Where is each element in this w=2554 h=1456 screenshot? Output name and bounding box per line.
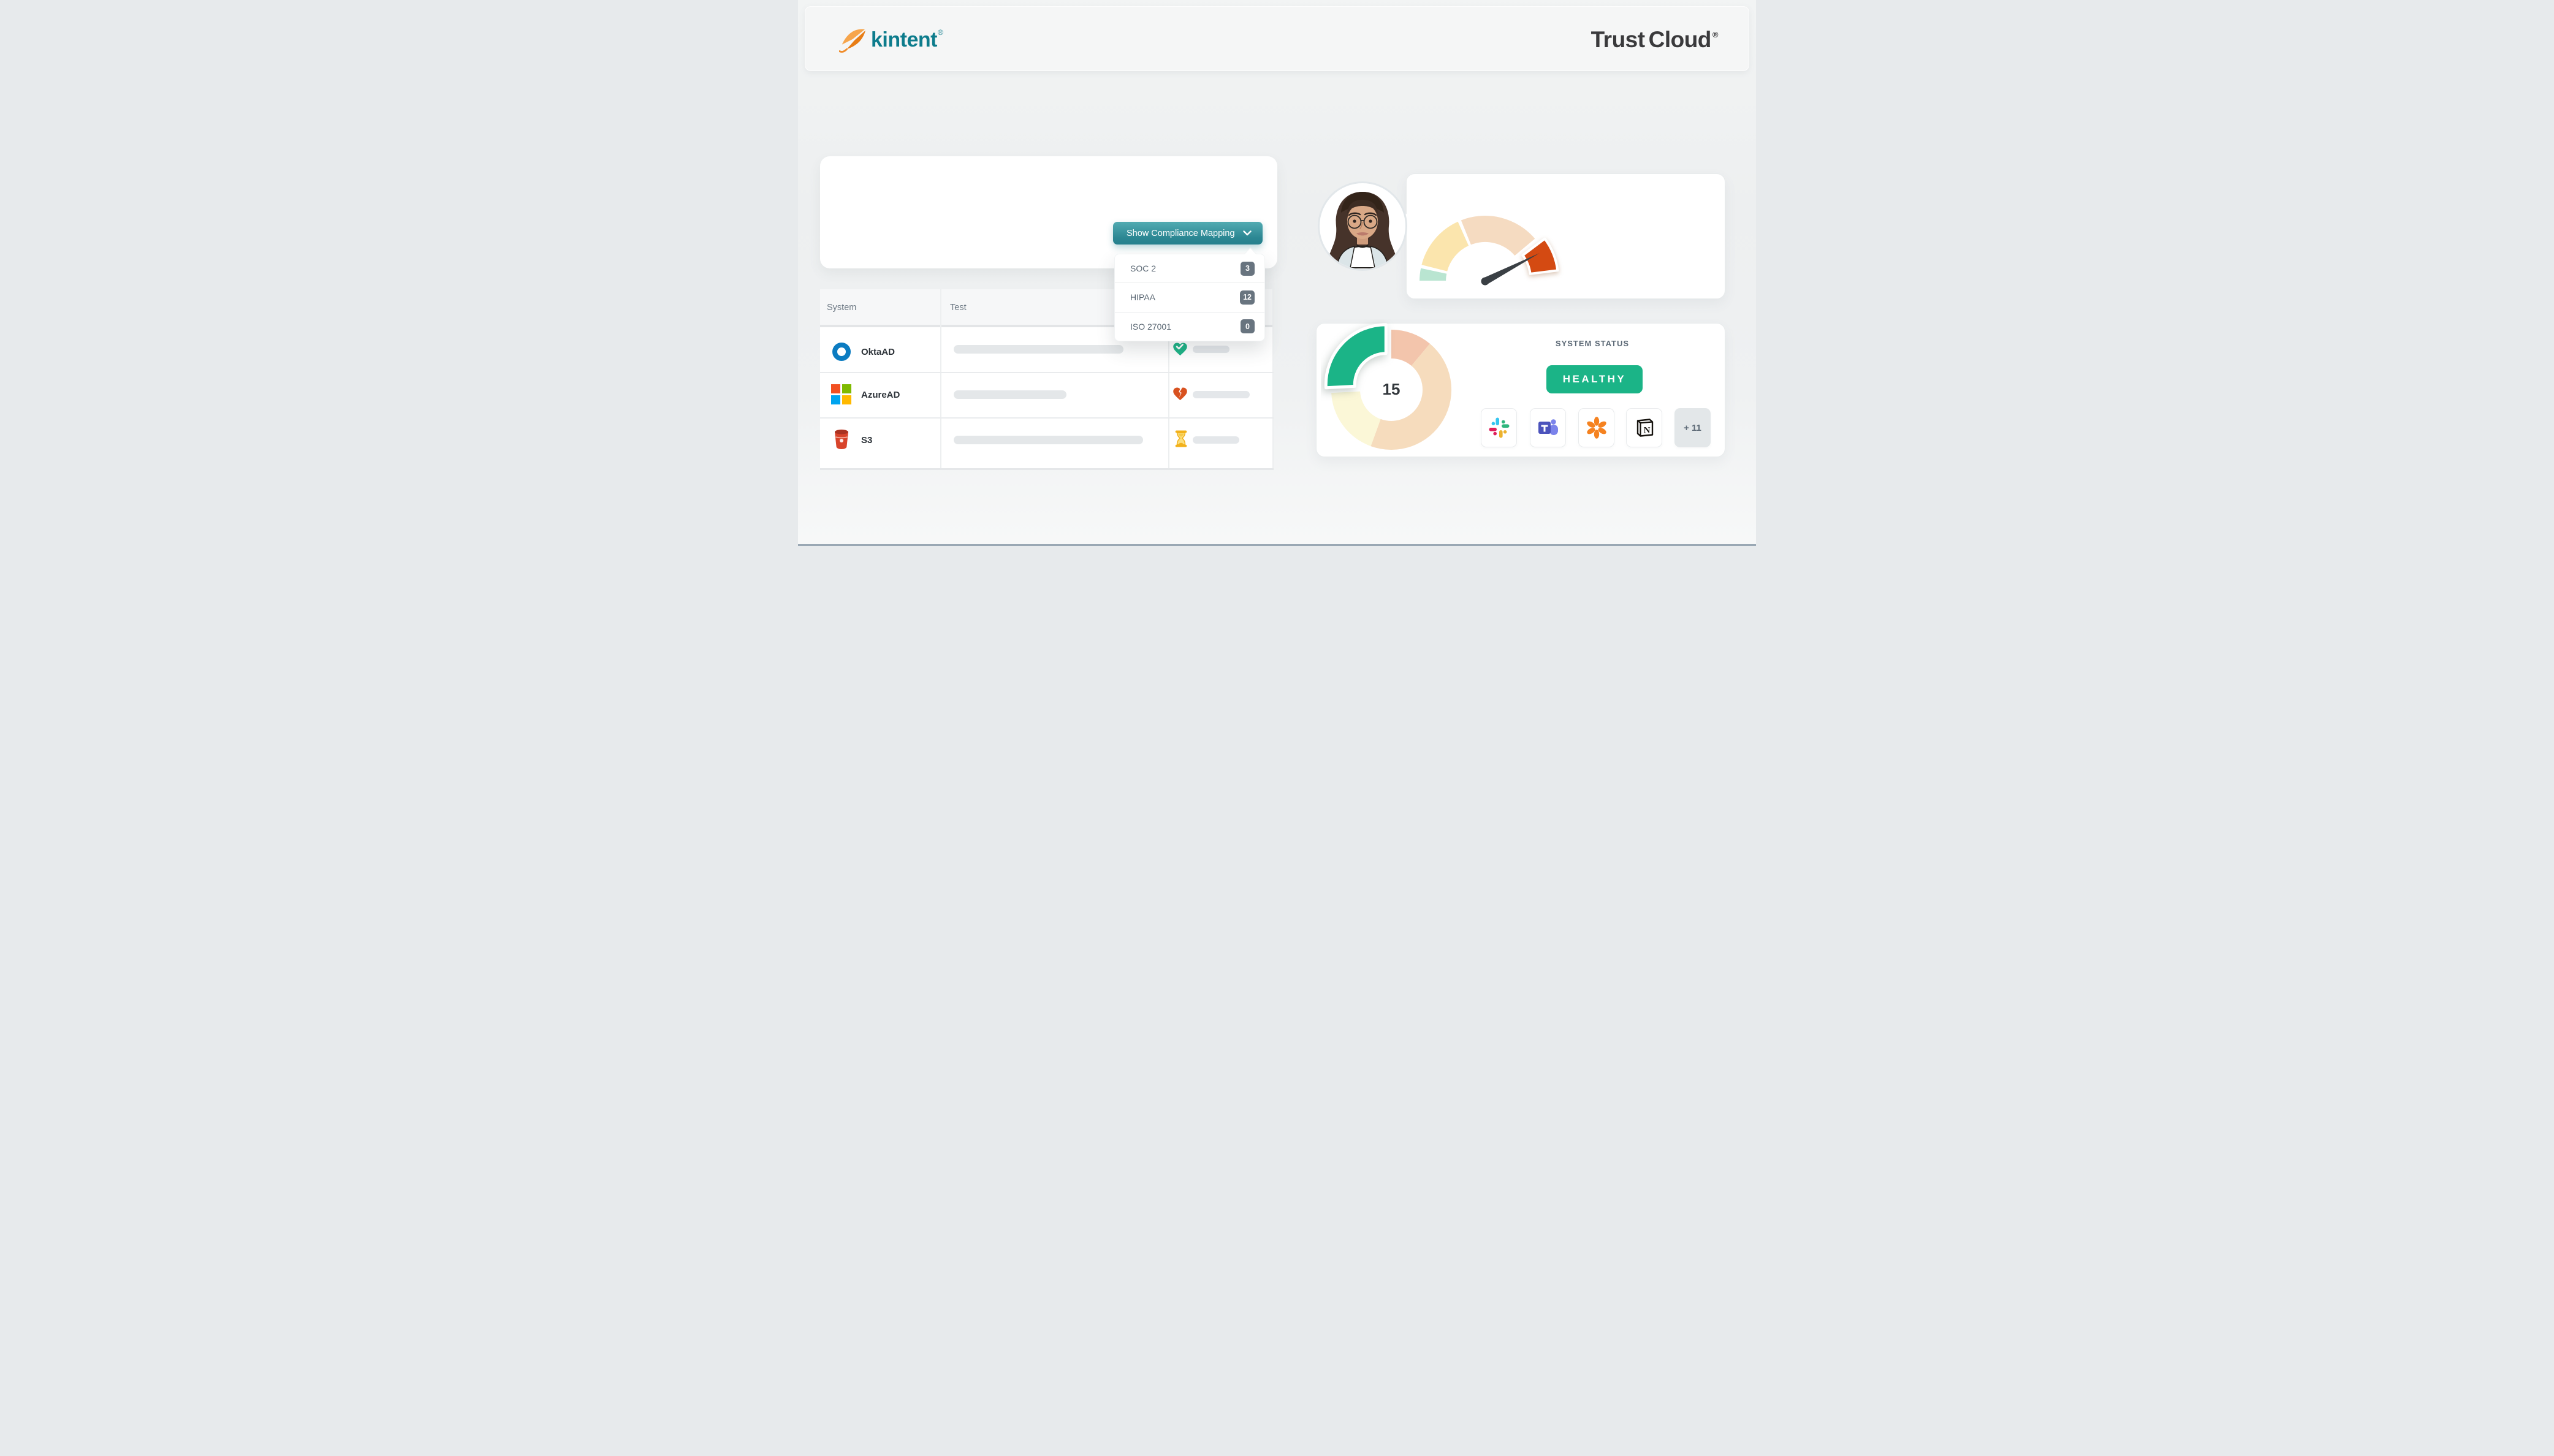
test-skeleton-bar xyxy=(954,436,1143,444)
access-control-card xyxy=(820,156,1277,268)
page-bottom-edge xyxy=(798,544,1756,546)
column-header-system: System xyxy=(827,303,857,313)
status-skeleton-bar xyxy=(1193,346,1229,353)
dropdown-item-label: ISO 27001 xyxy=(1130,321,1171,332)
dropdown-item-hipaa[interactable]: HIPAA 12 xyxy=(1115,282,1264,311)
compliance-dropdown: SOC 2 3 HIPAA 12 ISO 27001 0 xyxy=(1114,254,1265,341)
trustcloud-logo: Trust Cloud ® xyxy=(1591,27,1719,53)
product-registered-mark: ® xyxy=(1712,30,1719,39)
mapping-button-label: Show Compliance Mapping xyxy=(1127,228,1235,238)
more-integrations-tile[interactable]: + 11 xyxy=(1674,408,1711,447)
status-skeleton-bar xyxy=(1193,436,1239,444)
chevron-down-icon xyxy=(1243,230,1252,236)
table-header-divider xyxy=(820,325,1274,327)
broken-heart-icon xyxy=(1172,385,1188,401)
integration-tile-notion[interactable]: N xyxy=(1626,408,1662,447)
dropdown-item-label: SOC 2 xyxy=(1130,264,1157,274)
show-compliance-mapping-button[interactable]: Show Compliance Mapping xyxy=(1113,222,1263,245)
ms-square-yellow xyxy=(842,395,851,404)
systems-donut-chart xyxy=(1321,319,1462,460)
heart-check-icon xyxy=(1172,341,1188,357)
status-badge: HEALTHY xyxy=(1546,365,1643,393)
count-badge: 0 xyxy=(1241,319,1255,334)
count-badge: 3 xyxy=(1241,261,1255,276)
row-divider xyxy=(820,372,1274,373)
avatar xyxy=(1318,181,1407,271)
aws-s3-logo xyxy=(832,429,851,450)
spark-icon xyxy=(1586,417,1608,439)
system-name: S3 xyxy=(861,435,873,446)
avatar-illustration xyxy=(1329,192,1396,268)
ms-square-blue xyxy=(831,395,840,404)
okta-logo xyxy=(832,343,851,361)
brand-wordmark: kintent xyxy=(871,28,937,51)
notion-icon: N xyxy=(1633,417,1655,439)
system-status-label: SYSTEM STATUS xyxy=(1555,339,1630,348)
dropdown-item-iso27001[interactable]: ISO 27001 0 xyxy=(1115,311,1264,341)
microsoft-logo xyxy=(831,384,852,405)
dropdown-item-soc2[interactable]: SOC 2 3 xyxy=(1115,254,1264,282)
system-name: OktaAD xyxy=(861,347,895,357)
integration-tile-slack[interactable] xyxy=(1481,408,1517,447)
system-name: AzureAD xyxy=(861,390,900,400)
donut-center-value: 15 xyxy=(1382,380,1401,398)
column-header-test: Test xyxy=(950,303,967,313)
table-bottom-edge xyxy=(820,468,1274,470)
hourglass-icon xyxy=(1173,430,1189,448)
integration-tile-teams[interactable] xyxy=(1530,408,1566,447)
microsoft-teams-icon xyxy=(1537,417,1559,439)
dropdown-item-label: HIPAA xyxy=(1130,292,1155,303)
test-skeleton-bar xyxy=(954,345,1123,354)
status-skeleton-bar xyxy=(1193,391,1250,398)
table-right-edge xyxy=(1272,289,1274,468)
slack-icon xyxy=(1488,417,1510,439)
column-divider xyxy=(1168,289,1169,468)
kite-icon xyxy=(839,26,867,54)
more-integrations-count: + 11 xyxy=(1684,422,1701,433)
ms-square-red xyxy=(831,384,840,393)
header-band: kintent ® Trust Cloud ® xyxy=(805,6,1749,71)
customer-data-gauge xyxy=(1405,202,1565,287)
count-badge: 12 xyxy=(1240,290,1255,305)
column-divider xyxy=(940,289,941,468)
svg-text:N: N xyxy=(1643,426,1650,436)
product-wordmark-part1: Trust xyxy=(1591,27,1645,52)
kintent-logo[interactable]: kintent ® xyxy=(839,26,943,54)
test-skeleton-bar xyxy=(954,390,1066,399)
integration-tile-spark[interactable] xyxy=(1578,408,1614,447)
ms-square-green xyxy=(842,384,851,393)
row-divider xyxy=(820,417,1274,419)
product-wordmark-part2: Cloud xyxy=(1648,27,1712,52)
brand-registered-mark: ® xyxy=(937,28,943,37)
